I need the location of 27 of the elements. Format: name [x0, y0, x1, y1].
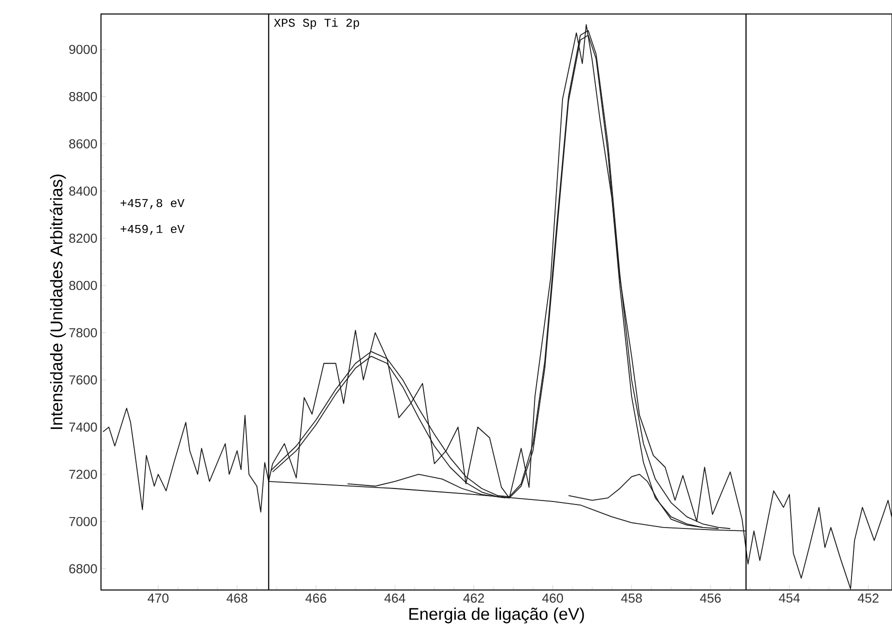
- y-tick-label: 7000: [69, 516, 97, 526]
- x-tick-label: 470: [148, 594, 168, 603]
- y-tick-label: 7200: [69, 470, 97, 479]
- y-tick-label: 7600: [69, 375, 97, 384]
- y-tick-label: 7800: [69, 328, 97, 338]
- y-tick-label: 7400: [69, 422, 97, 432]
- x-tick-label: 464: [384, 594, 406, 603]
- y-tick-label: 6800: [69, 564, 97, 574]
- y-tick-label: 8800: [69, 92, 97, 102]
- x-tick-label: 462: [463, 594, 484, 603]
- y-tick-label: 9000: [69, 44, 97, 54]
- x-axis-title: Energia de ligação (eV): [409, 608, 584, 624]
- y-tick-label: 8200: [69, 234, 97, 243]
- y-tick-label: 8000: [69, 280, 97, 290]
- x-tick-label: 460: [542, 594, 564, 603]
- x-tick-label: 454: [778, 594, 800, 603]
- x-tick-label: 466: [305, 594, 326, 603]
- y-axis-title: Intensidade (Unidades Arbitrárias): [50, 174, 66, 429]
- x-tick-label: 458: [621, 594, 642, 603]
- y-tick-label: 8600: [69, 139, 97, 148]
- annotation: +457,8 eV: [120, 199, 184, 210]
- annotation: XPS Sp Ti 2p: [274, 18, 360, 30]
- x-tick-label: 452: [858, 594, 878, 603]
- annotation: +459,1 eV: [120, 224, 184, 236]
- x-tick-label: 456: [700, 594, 721, 603]
- x-tick-label: 468: [226, 594, 248, 603]
- y-tick-label: 8400: [69, 186, 97, 196]
